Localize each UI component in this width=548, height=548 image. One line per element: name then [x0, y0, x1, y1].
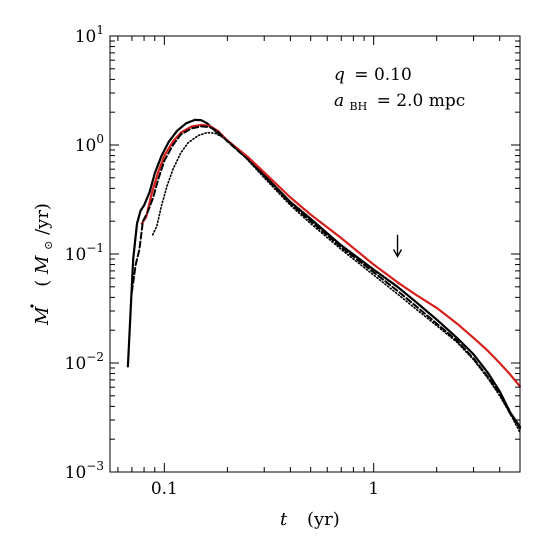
- y-tick-label: 10−1: [65, 241, 104, 265]
- y-tick-label: 100: [75, 132, 104, 156]
- x-axis-unit: (yr): [307, 509, 340, 530]
- x-axis-var: t: [280, 509, 288, 530]
- series-line-4-dotted: [151, 131, 521, 434]
- x-axis-label: t (yr): [280, 509, 340, 530]
- annotation-abh-rhs: = 2.0 mpc: [377, 91, 466, 111]
- y-tick-label: 10−3: [65, 459, 104, 483]
- y-axis-unit-sub: ⊙: [42, 241, 55, 250]
- annotation-arrow: [392, 234, 403, 258]
- y-axis-unit-rest: /yr): [32, 203, 53, 235]
- tick-layer: 0.1 1 10−3 10−2 10−1 100 101: [65, 23, 520, 499]
- y-axis-var: M: [32, 306, 53, 326]
- y-tick-label: 101: [75, 23, 104, 47]
- svg-text:M ( M: M ( M ⊙ /yr): [32, 203, 57, 326]
- series-line-2-solid: [140, 123, 522, 388]
- x-tick-label: 1: [368, 479, 379, 499]
- annotation-abh: a BH = 2.0 mpc: [334, 91, 465, 115]
- annotation-q-lhs: q: [334, 65, 345, 85]
- y-axis-unit-var: M: [32, 255, 53, 275]
- y-axis-dot: [30, 304, 34, 308]
- y-axis-label: M ( M ⊙ /yr): [30, 203, 57, 326]
- y-axis-unit-open: (: [32, 280, 53, 287]
- annotation-q: q = 0.10: [334, 65, 412, 85]
- annotation-abh-lhs: a: [334, 91, 344, 111]
- series-layer: [126, 118, 522, 434]
- arrow-head: [392, 249, 403, 258]
- y-tick-label: 10−2: [65, 350, 104, 374]
- x-tick-label: 0.1: [151, 479, 178, 499]
- annotation-q-rhs: = 0.10: [354, 65, 412, 85]
- annotation-abh-sub: BH: [350, 100, 368, 113]
